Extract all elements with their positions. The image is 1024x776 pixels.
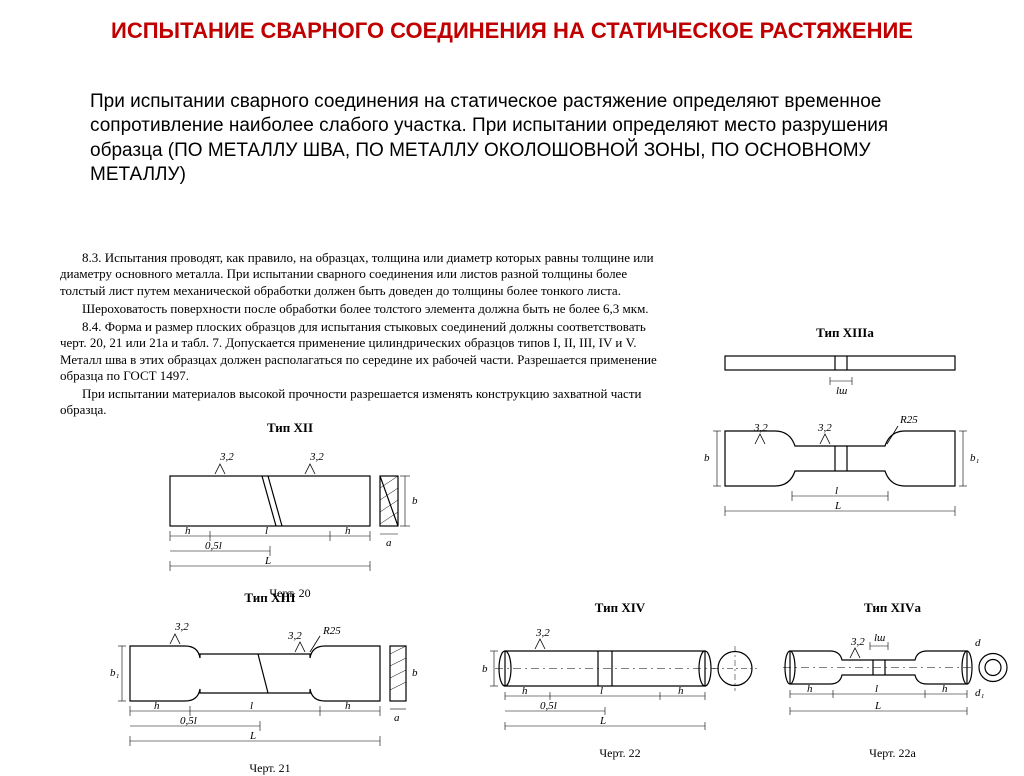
dim-b: b [412,667,418,679]
diagram-type-label: Тип XIIIа [700,325,990,341]
body-p1: 8.3. Испытания проводят, как правило, на… [60,250,670,299]
diagram-chert-21: Тип XIII [110,590,430,776]
body-p2: Шероховатость поверхности после обработк… [60,301,670,317]
dim-L: L [874,700,881,712]
dim-b1: b₁ [110,667,120,679]
dim-h: h [522,685,528,697]
dim-L: L [834,500,841,512]
dim-ra2: 3,2 [817,422,832,434]
dim-lsh: lш [836,385,847,397]
diagram-type-13a: Тип XIIIа lш [700,325,990,561]
dim-a: a [394,712,400,724]
dim-ra1: 3,2 [174,621,189,633]
dim-l: l [835,485,838,497]
dim-b: b [482,663,488,675]
dim-h2: h [345,700,351,712]
dim-R: R25 [322,625,341,637]
dim-h2: h [942,683,948,695]
dim-halfl: 0,5l [205,540,222,552]
dim-halfl: 0,5l [540,700,557,712]
dim-halfl: 0,5l [180,715,197,727]
dim-L: L [599,715,606,727]
page-title: ИСПЫТАНИЕ СВАРНОГО СОЕДИНЕНИЯ НА СТАТИЧЕ… [0,18,1024,44]
diagram-chert-22: Тип XIV 3,2 h l [480,600,760,761]
dim-h2: h [678,685,684,697]
body-p4: При испытании материалов высокой прочнос… [60,386,670,419]
intro-paragraph: При испытании сварного соединения на ста… [90,90,920,187]
dim-h: h [807,683,813,695]
dim-l: l [600,685,603,697]
diagram-caption: Черт. 21 [110,761,430,776]
dim-ra2: 3,2 [287,630,302,642]
dim-ra1: 3,2 [753,422,768,434]
dim-b1: b₁ [970,452,980,464]
dim-ra1: 3,2 [219,451,234,463]
diagram-caption: Черт. 22а [775,746,1010,761]
diagram-chert-20: Тип XII [150,420,430,601]
body-p3: 8.4. Форма и размер плоских образцов для… [60,319,670,384]
diagram-chert-22a: Тип XIVа lш 3,2 [775,600,1010,761]
dim-L: L [249,730,256,742]
diagram-type-label: Тип XII [150,420,430,436]
diagram-type-label: Тип XIII [110,590,430,606]
diagram-caption: Черт. 22 [480,746,760,761]
dim-l: l [250,700,253,712]
dim-L: L [264,555,271,567]
dim-ra2: 3,2 [309,451,324,463]
diagram-type-label: Тип XIV [480,600,760,616]
dim-h2: h [345,525,351,537]
dim-l: l [875,683,878,695]
dim-d: d [975,637,981,649]
dim-ra: 3,2 [850,636,865,648]
dim-l: l [265,525,268,537]
diagram-type-label: Тип XIVа [775,600,1010,616]
dim-b: b [412,495,418,507]
dim-ra: 3,2 [535,627,550,639]
dim-R25: R25 [899,414,918,426]
dim-a: a [386,537,392,549]
dim-b: b [704,452,710,464]
standard-body-text: 8.3. Испытания проводят, как правило, на… [60,250,670,421]
dim-h: h [185,525,191,537]
dim-lsh: lш [874,632,885,644]
dim-h: h [154,700,160,712]
dim-d1: d₁ [975,687,985,699]
